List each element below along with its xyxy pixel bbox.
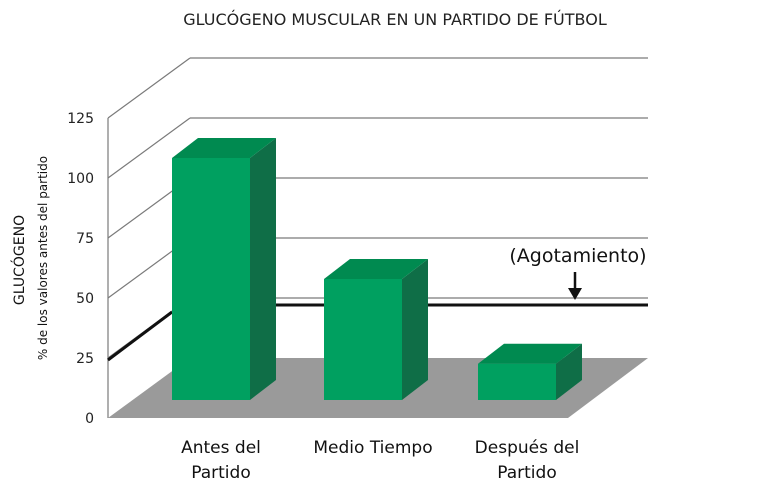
threshold-line-diagonal (107, 310, 173, 362)
y-tick-label: 100 (67, 171, 94, 187)
chart-title: GLUCÓGENO MUSCULAR EN UN PARTIDO DE FÚTB… (183, 10, 607, 29)
x-tick-label: Medio Tiempo (313, 438, 432, 458)
bar (324, 259, 428, 400)
y-tick-label: 50 (76, 291, 94, 307)
x-axis-categories: Antes del Partido Medio Tiempo Después del P… (181, 438, 579, 483)
threshold-label: (Agotamiento) (509, 245, 646, 267)
bar (172, 138, 276, 400)
threshold-arrow-head (568, 288, 582, 300)
bar-top (478, 343, 582, 364)
bar (478, 343, 582, 400)
bar-side (556, 343, 582, 400)
y-tick-label: 0 (85, 411, 94, 427)
y-axis-sublabel: % de los valores antes del partido (36, 156, 50, 360)
grid-line (107, 57, 191, 119)
bars (172, 138, 582, 400)
y-tick-label: 125 (67, 111, 94, 127)
bar-side (402, 259, 428, 400)
y-axis-ticks: 0 25 50 75 100 125 (67, 111, 94, 427)
y-axis-label: GLUCÓGENO (10, 215, 28, 305)
bar-top (324, 259, 428, 279)
bar-front (324, 279, 402, 400)
grid-line (107, 117, 191, 179)
x-tick-label: Antes del Partido (181, 438, 261, 483)
y-tick-label: 75 (76, 231, 94, 247)
bar-front (478, 363, 556, 400)
bar-side (250, 138, 276, 400)
bar-front (172, 158, 250, 400)
x-tick-label: Después del Partido (475, 438, 580, 483)
y-tick-label: 25 (76, 351, 94, 367)
bar-top (172, 138, 276, 158)
